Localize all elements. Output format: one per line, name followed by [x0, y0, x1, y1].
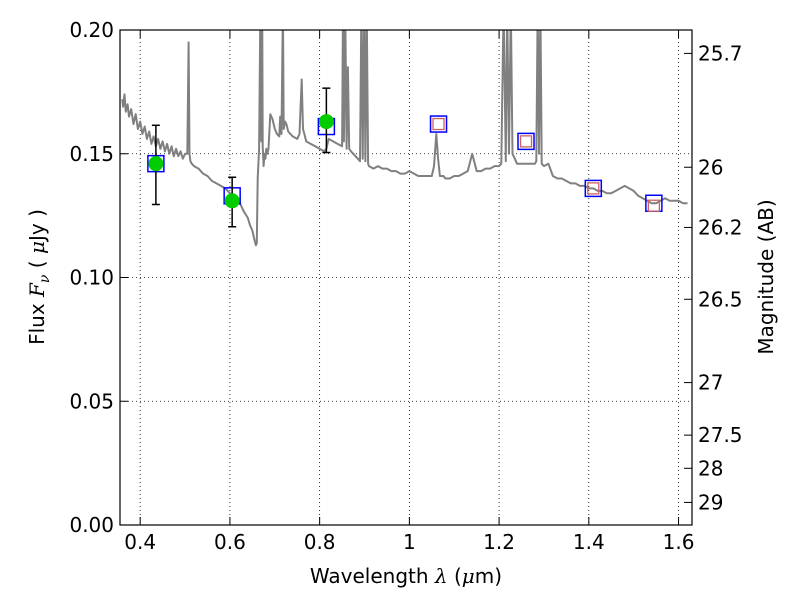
y-tick-label: 0.05: [69, 389, 114, 413]
observed-nir-square: [587, 182, 600, 195]
y-tick-label: 0.10: [69, 266, 114, 290]
model-flux-square: [517, 132, 535, 151]
x-tick-label: 0.8: [304, 530, 336, 554]
observed-flux-point: [318, 114, 334, 130]
x-tick-label: 1.4: [573, 530, 605, 554]
observed-flux-point: [148, 156, 164, 172]
y2-tick-label: 25.7: [698, 41, 743, 65]
y-axis-unit-open: (: [25, 254, 49, 275]
x-tick-label: 1.6: [663, 530, 695, 554]
y-axis-unit-mu: μ: [25, 241, 49, 254]
x-axis-title-text: Wavelength: [310, 564, 429, 588]
x-tick-label: 1.2: [483, 530, 515, 554]
y2-tick-label: 26.5: [698, 287, 743, 311]
y2-tick-label: 27.5: [698, 423, 743, 447]
y2-tick-label: 27: [698, 371, 723, 395]
y2-tick-label: 28: [698, 456, 723, 480]
x-tick-label: 1: [403, 530, 416, 554]
x-axis-unit-close: m): [475, 564, 502, 588]
x-axis-lambda-symbol: λ: [434, 564, 448, 588]
grid-lines: [120, 30, 692, 525]
y2-axis-title: Magnitude (AB): [754, 199, 778, 354]
x-axis-unit-mu: μ: [462, 564, 475, 588]
axis-ticks: 0.4 0.6 0.8 1 1.2 1.4 1.6 0.00 0.05 0.10 0.15 0.20 2…: [69, 18, 742, 554]
observed-flux-point: [224, 193, 240, 209]
y-axis-title: Flux Fν ( μJy ): [25, 209, 53, 345]
y-tick-label: 0.20: [69, 18, 114, 42]
x-axis-unit-open: (: [448, 564, 462, 588]
model-flux-square: [429, 115, 448, 133]
y2-tick-label: 26: [698, 155, 723, 179]
y-axis-flux-symbol: F: [25, 282, 49, 298]
y-axis-title-text: Flux: [25, 303, 49, 345]
plot-area: [121, 30, 688, 247]
spectrum-line: [121, 30, 688, 247]
observed-nir-square: [519, 135, 533, 148]
x-tick-label: 0.4: [124, 530, 156, 554]
y-axis-flux-subscript: ν: [37, 274, 53, 283]
y-axis-unit-close: Jy ): [25, 209, 49, 243]
x-tick-label: 0.6: [214, 530, 246, 554]
x-axis-title: Wavelength λ (μm): [310, 564, 502, 588]
model-flux-square: [584, 179, 603, 198]
y2-tick-label: 26.2: [698, 215, 743, 239]
observed-nir-square: [432, 117, 445, 131]
observed-nir-square: [647, 199, 661, 212]
y2-tick-label: 29: [698, 490, 723, 514]
y-tick-label: 0.15: [69, 142, 114, 166]
y-tick-label: 0.00: [69, 513, 114, 537]
